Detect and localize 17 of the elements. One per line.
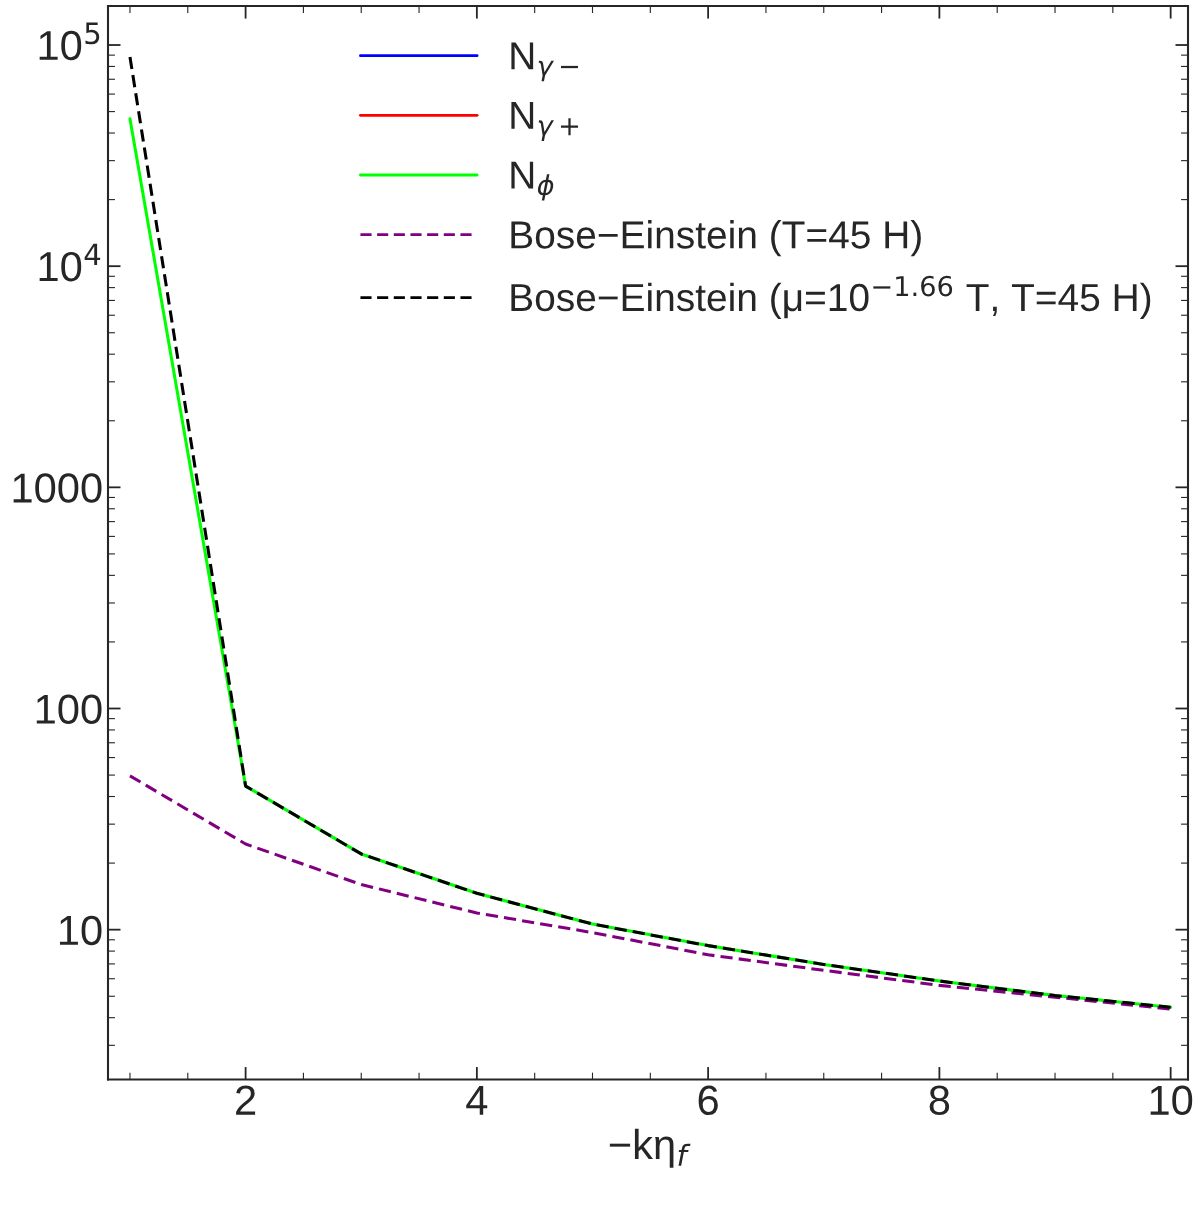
x-tick-label: 6	[698, 1085, 718, 1116]
y-tick-label: 10$^{4}$	[39, 243, 101, 282]
legend-label: N$_{γ+}$	[511, 102, 579, 141]
y-tick-label: 10$^{5}$	[39, 22, 100, 61]
x-tick-label: 4	[466, 1085, 488, 1115]
y-tick-label: 10	[59, 915, 102, 946]
legend-label: N$_{ϕ}$	[511, 161, 554, 201]
legend-label: Bose−Einstein (T=45 H)	[511, 220, 921, 257]
y-tick-label: 100	[36, 694, 102, 725]
legend-label: Bose−Einstein (μ=10$^{−1.66}$ T, T=45 H)	[511, 275, 1151, 319]
x-tick-label: 8	[929, 1085, 950, 1116]
line-series	[128, 774, 1173, 1011]
x-tick-label: 10	[1150, 1085, 1193, 1116]
x-axis-title: −kη$_{f}$	[609, 1128, 691, 1168]
legend-label: N$_{γ−}$	[511, 42, 579, 82]
y-tick-label: 1000	[13, 473, 102, 503]
x-tick-label: 2	[236, 1085, 256, 1115]
